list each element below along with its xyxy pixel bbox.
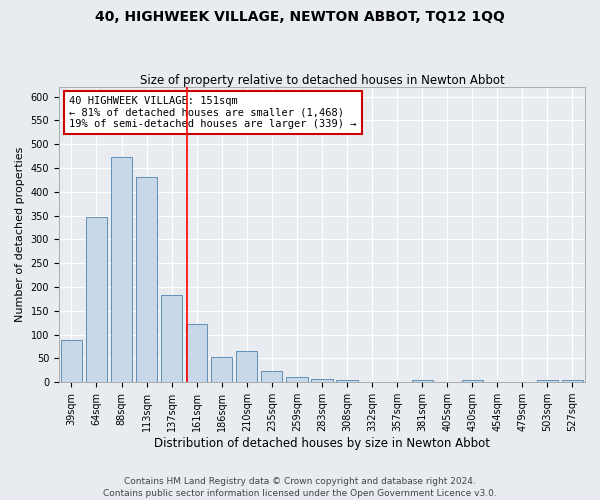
Bar	[136, 178, 157, 382]
Bar	[461, 380, 483, 382]
Bar	[412, 380, 433, 382]
Bar	[337, 380, 358, 382]
Bar	[211, 357, 232, 382]
Text: 40, HIGHWEEK VILLAGE, NEWTON ABBOT, TQ12 1QQ: 40, HIGHWEEK VILLAGE, NEWTON ABBOT, TQ12…	[95, 10, 505, 24]
Bar	[86, 216, 107, 382]
Title: Size of property relative to detached houses in Newton Abbot: Size of property relative to detached ho…	[140, 74, 505, 87]
Bar	[186, 324, 208, 382]
Bar	[311, 380, 332, 382]
Bar	[161, 295, 182, 382]
X-axis label: Distribution of detached houses by size in Newton Abbot: Distribution of detached houses by size …	[154, 437, 490, 450]
Bar	[236, 352, 257, 382]
Bar	[111, 158, 132, 382]
Bar	[61, 340, 82, 382]
Bar	[261, 372, 283, 382]
Text: Contains HM Land Registry data © Crown copyright and database right 2024.
Contai: Contains HM Land Registry data © Crown c…	[103, 476, 497, 498]
Y-axis label: Number of detached properties: Number of detached properties	[15, 147, 25, 322]
Bar	[562, 380, 583, 382]
Bar	[537, 380, 558, 382]
Text: 40 HIGHWEEK VILLAGE: 151sqm
← 81% of detached houses are smaller (1,468)
19% of : 40 HIGHWEEK VILLAGE: 151sqm ← 81% of det…	[70, 96, 357, 129]
Bar	[286, 376, 308, 382]
